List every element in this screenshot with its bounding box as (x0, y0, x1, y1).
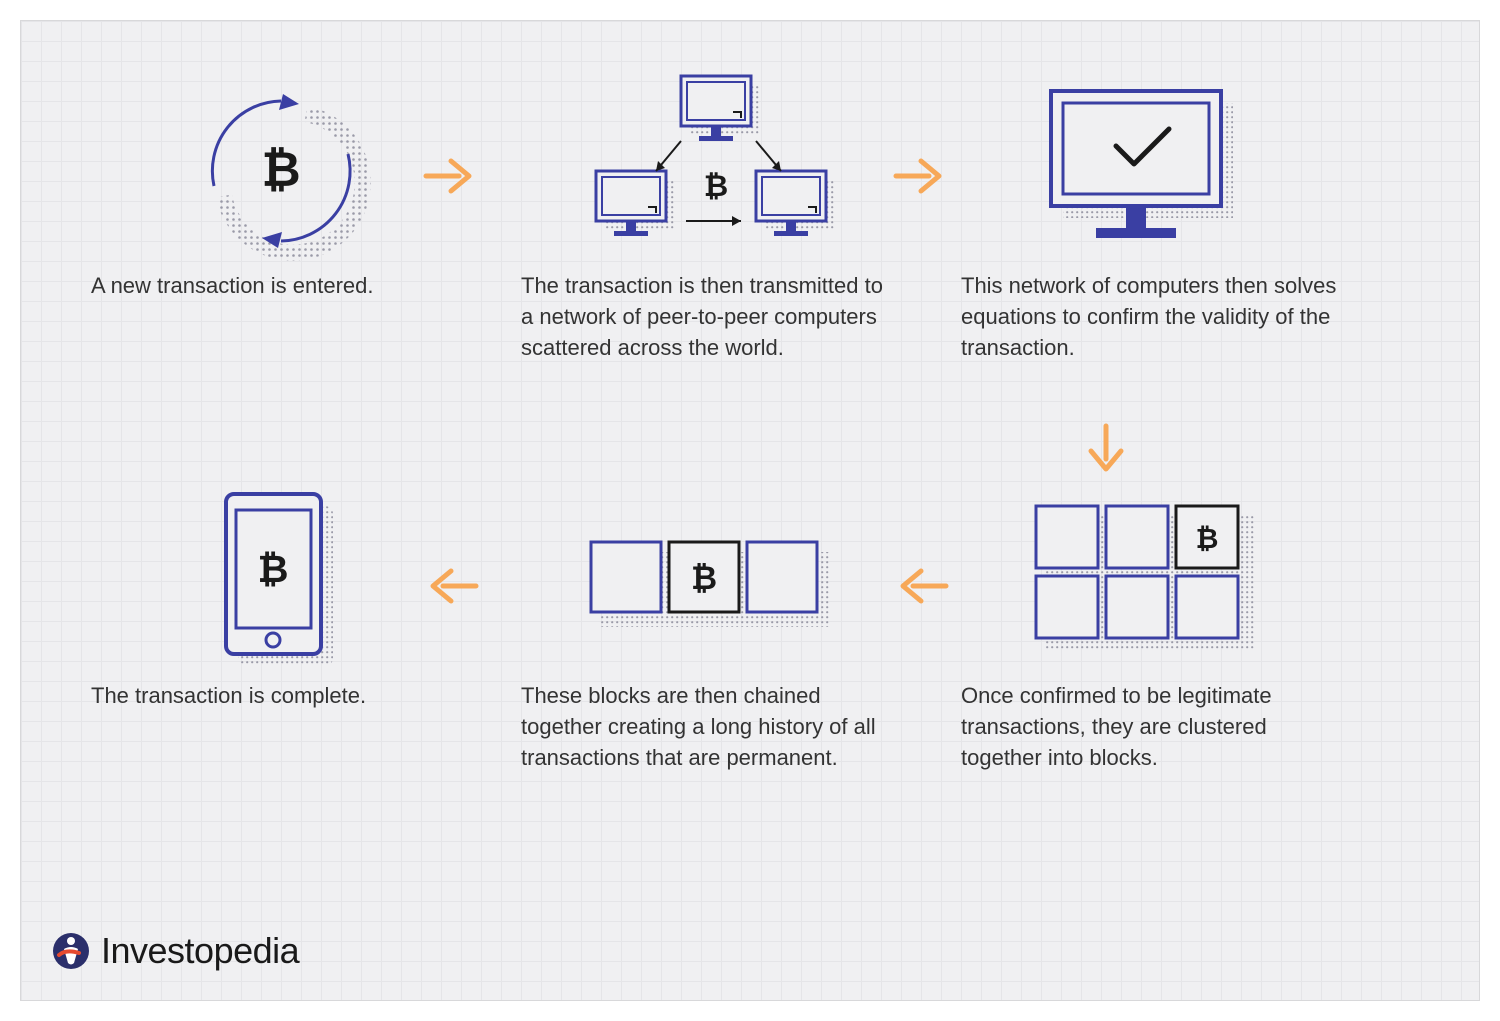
arrow-2-3 (891, 151, 951, 206)
svg-text:₿: ₿ (691, 560, 717, 596)
arrow-1-2 (421, 151, 481, 206)
step-3: This network of computers then solves eq… (951, 71, 1351, 363)
block-grid-icon: ₿ (951, 481, 1351, 681)
investopedia-logo-icon (51, 931, 91, 971)
svg-text:₿: ₿ (261, 144, 300, 197)
step-5-caption: These blocks are then chained together c… (511, 681, 911, 773)
block-chain-icon: ₿ (511, 481, 911, 681)
monitor-check-icon (951, 71, 1351, 271)
step-6-caption: The transaction is complete. (81, 681, 481, 712)
arrow-3-4 (1081, 421, 1131, 486)
step-4: ₿ Once confirmed to be legitimate transa… (951, 481, 1351, 773)
step-2-caption: The transaction is then transmitted to a… (511, 271, 911, 363)
svg-text:₿: ₿ (258, 549, 289, 591)
step-3-caption: This network of computers then solves eq… (951, 271, 1351, 363)
step-4-caption: Once confirmed to be legitimate transact… (951, 681, 1351, 773)
step-2: ₿ The transaction is then transmitted to… (511, 71, 911, 363)
svg-text:₿: ₿ (1196, 523, 1219, 554)
arrow-5-6 (421, 561, 481, 616)
investopedia-logo: Investopedia (51, 930, 299, 972)
arrow-4-5 (891, 561, 951, 616)
step-5: ₿ These blocks are then chained together… (511, 481, 911, 773)
investopedia-logo-text: Investopedia (101, 930, 299, 972)
diagram-canvas: ₿ A new transaction is entered. (20, 20, 1480, 1001)
network-computers-icon: ₿ (511, 71, 911, 271)
step-1-caption: A new transaction is entered. (81, 271, 481, 302)
svg-text:₿: ₿ (704, 170, 728, 203)
